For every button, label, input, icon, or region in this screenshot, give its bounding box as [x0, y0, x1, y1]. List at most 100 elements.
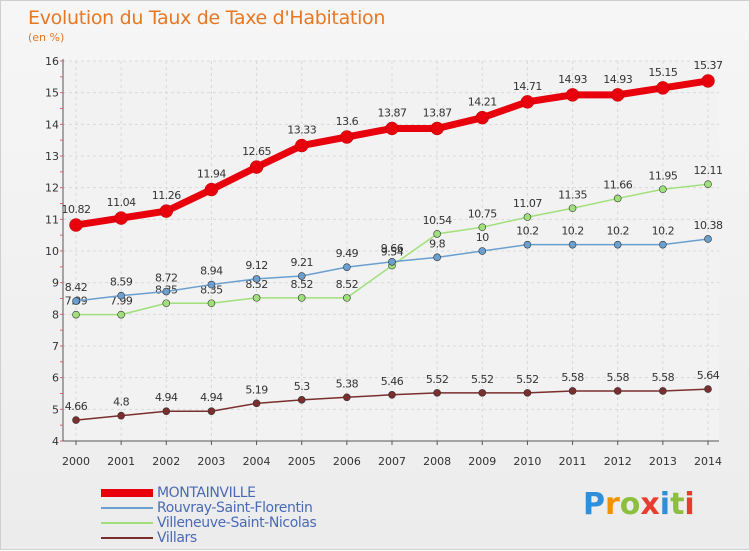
x-tick-label: 2012: [604, 455, 632, 468]
series-0: 10.82 11.04 11.26 11.94 12.65 13.33 13.6 13.87 1…: [62, 59, 723, 232]
data-point: [613, 387, 622, 395]
y-unit-label: (en %): [28, 31, 65, 44]
legend-label: Villars: [157, 529, 197, 546]
data-label: 9.12: [245, 259, 268, 272]
data-point: [478, 389, 487, 397]
data-label: 10.2: [606, 225, 629, 238]
legend-item-rouvray[interactable]: Rouvray-Saint-Florentin: [101, 500, 316, 516]
data-point: [701, 74, 715, 88]
legend: MONTAINVILLE Rouvray-Saint-Florentin Vil…: [101, 485, 317, 546]
data-label: 11.07: [513, 197, 542, 210]
data-label: 8.35: [200, 283, 223, 296]
legend-swatch-montainville: [101, 488, 153, 497]
data-label: 14.93: [558, 73, 587, 86]
data-point: [568, 204, 577, 213]
legend-swatch-villars: [101, 536, 153, 539]
y-tick-label: 14: [45, 118, 59, 131]
proxiti-logo: Proxiti: [583, 487, 695, 522]
series-1: 8.42 8.59 8.72 8.94 9.12 9.21 9.49 9.66 9.8 10 10.…: [65, 219, 723, 305]
x-tick-label: 2006: [333, 455, 361, 468]
y-tick-label: 8: [52, 308, 59, 321]
series-2: 7.997.998.358.358.528.528.529.5410.5410.…: [65, 164, 723, 319]
data-label: 15.37: [694, 59, 723, 72]
data-point: [117, 310, 125, 319]
data-label: 5.52: [516, 373, 539, 386]
data-point: [117, 291, 125, 300]
data-point: [613, 240, 622, 249]
data-label: 5.58: [561, 371, 584, 384]
data-point: [478, 247, 487, 255]
data-label: 5.64: [697, 369, 720, 382]
data-label: 11.35: [558, 188, 587, 201]
data-point: [523, 240, 532, 249]
data-label: 10.2: [516, 225, 539, 238]
data-point: [117, 411, 125, 420]
series-3: 4.66 4.8 4.94 4.94 5.19 5.3 5.38 5.46 5.52 5.52 5.…: [65, 369, 720, 424]
data-label: 4.94: [155, 391, 178, 404]
data-label: 5.52: [426, 373, 449, 386]
data-point: [520, 95, 535, 109]
logo-letter: i: [684, 487, 695, 522]
data-label: 13.87: [423, 106, 452, 119]
y-tick-label: 11: [45, 213, 59, 226]
chart-title: Evolution du Taux de Taxe d'Habitation: [28, 7, 386, 29]
data-label: 5.58: [652, 371, 675, 384]
data-point: [72, 416, 80, 424]
data-label: 5.19: [245, 383, 268, 396]
data-point: [162, 299, 171, 308]
data-point: [294, 138, 309, 153]
y-tick-label: 7: [52, 340, 59, 353]
legend-item-villars[interactable]: Villars: [101, 529, 316, 546]
legend-item-montainville[interactable]: MONTAINVILLE: [101, 485, 316, 501]
x-tick-label: 2010: [513, 455, 541, 468]
y-tick-label: 10: [45, 245, 59, 258]
data-label: 12.11: [694, 164, 723, 177]
data-label: 4.8: [113, 396, 129, 409]
data-label: 7.99: [110, 295, 133, 308]
data-label: 13.6: [336, 115, 359, 128]
data-point: [385, 121, 399, 136]
y-tick-label: 13: [45, 150, 59, 163]
data-point: [704, 235, 712, 243]
data-label: 13.87: [378, 106, 407, 119]
data-point: [704, 385, 712, 393]
legend-swatch-villeneuve: [101, 521, 153, 524]
data-label: 9.21: [290, 256, 313, 269]
x-tick-label: 2013: [649, 455, 677, 468]
data-point: [659, 185, 667, 194]
data-label: 15.15: [648, 66, 677, 79]
data-point: [565, 88, 580, 102]
data-label: 8.42: [65, 281, 88, 294]
x-tick-label: 2004: [243, 455, 271, 468]
logo-letter: t: [670, 487, 685, 522]
data-label: 11.94: [197, 168, 226, 181]
data-label: 12.65: [242, 145, 271, 158]
data-label: 5.52: [471, 373, 494, 386]
data-point: [523, 389, 532, 397]
y-tick-label: 9: [52, 277, 59, 290]
data-point: [433, 253, 441, 262]
data-label: 11.66: [603, 178, 632, 191]
x-tick-label: 2001: [107, 455, 135, 468]
data-label: 11.26: [152, 189, 181, 202]
data-point: [114, 211, 128, 225]
data-point: [659, 387, 667, 395]
data-label: 14.93: [603, 73, 632, 86]
data-label: 9.49: [336, 247, 359, 260]
data-point: [69, 218, 83, 232]
data-label: 8.52: [290, 278, 313, 291]
data-label: 10.38: [694, 219, 723, 232]
data-point: [343, 393, 351, 402]
data-point: [297, 294, 306, 302]
data-point: [388, 257, 396, 266]
legend-swatch-rouvray: [101, 506, 153, 509]
data-label: 8.52: [336, 278, 359, 291]
legend-item-villeneuve[interactable]: Villeneuve-Saint-Nicolas: [101, 515, 317, 531]
data-point: [523, 213, 532, 221]
data-label: 4.66: [65, 400, 88, 413]
data-point: [388, 390, 396, 399]
data-label: 10.54: [423, 214, 452, 227]
data-label: 5.38: [336, 377, 359, 390]
data-point: [568, 240, 577, 249]
